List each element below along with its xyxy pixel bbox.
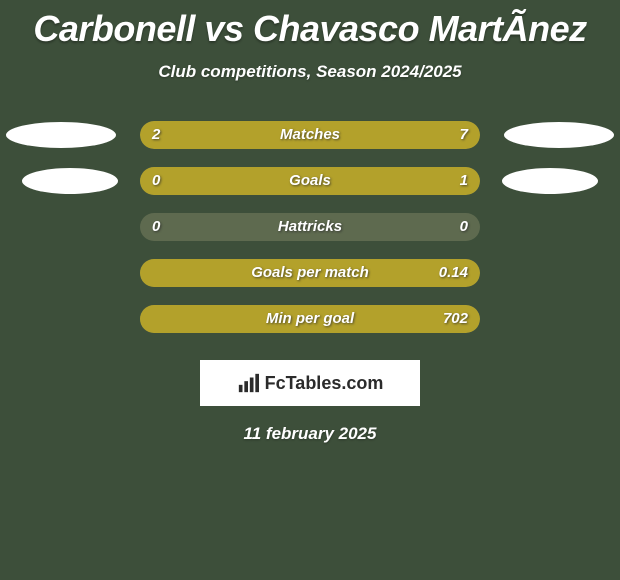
- stat-row: Goals per match 0.14: [0, 250, 620, 296]
- stat-row: 0 Hattricks 0: [0, 204, 620, 250]
- stat-bar: Min per goal 702: [140, 305, 480, 333]
- brand-box: FcTables.com: [200, 360, 420, 406]
- stat-label: Matches: [140, 121, 480, 149]
- stat-label: Goals: [140, 167, 480, 195]
- stat-right-value: 0: [460, 213, 468, 241]
- page-title: Carbonell vs Chavasco MartÃ­nez: [0, 0, 620, 50]
- date-text: 11 february 2025: [0, 424, 620, 444]
- stat-label: Min per goal: [140, 305, 480, 333]
- stat-row: 2 Matches 7: [0, 112, 620, 158]
- stat-label: Goals per match: [140, 259, 480, 287]
- stat-right-value: 0.14: [439, 259, 468, 287]
- bar-chart-icon: [237, 372, 259, 394]
- stat-row: 0 Goals 1: [0, 158, 620, 204]
- stat-label: Hattricks: [140, 213, 480, 241]
- brand-text: FcTables.com: [265, 373, 384, 394]
- stat-right-value: 1: [460, 167, 468, 195]
- player-right-ellipse: [504, 122, 614, 148]
- stat-right-value: 7: [460, 121, 468, 149]
- stat-bar: 0 Hattricks 0: [140, 213, 480, 241]
- stat-bar: 2 Matches 7: [140, 121, 480, 149]
- stat-right-value: 702: [443, 305, 468, 333]
- subtitle: Club competitions, Season 2024/2025: [0, 62, 620, 82]
- player-right-ellipse: [502, 168, 598, 194]
- stat-bar: Goals per match 0.14: [140, 259, 480, 287]
- stat-bar: 0 Goals 1: [140, 167, 480, 195]
- stat-row: Min per goal 702: [0, 296, 620, 342]
- player-left-ellipse: [22, 168, 118, 194]
- player-left-ellipse: [6, 122, 116, 148]
- stats-container: 2 Matches 7 0 Goals 1 0 Hattricks 0: [0, 112, 620, 342]
